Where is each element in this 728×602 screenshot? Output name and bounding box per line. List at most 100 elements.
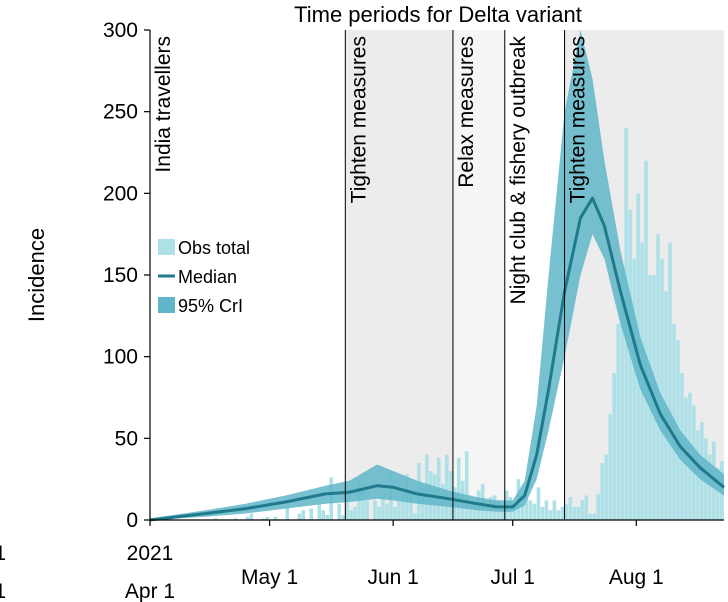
obs-bar <box>536 487 541 520</box>
period-label-0: India travellers <box>152 36 175 173</box>
obs-bar <box>532 503 537 520</box>
obs-bar <box>245 516 250 520</box>
obs-bar <box>588 513 593 520</box>
legend-label: 95% CrI <box>178 296 243 316</box>
obs-bar <box>548 510 553 520</box>
period-label-4: Tighten measures <box>567 36 590 203</box>
obs-bar <box>524 497 529 520</box>
credible-interval-band <box>150 30 724 520</box>
x-tick-label: Jul 1 <box>491 566 535 589</box>
obs-bar <box>468 500 473 520</box>
y-tick-label: 150 <box>103 264 138 287</box>
obs-bar <box>544 500 549 520</box>
obs-bar <box>540 506 545 520</box>
x-tick-label: Apr 1 <box>125 580 175 602</box>
axes-layer: 0 50 100 150 200 250 300 2021 Apr 1 May 1 Jun 1 Jul… <box>0 19 724 602</box>
median-line <box>149 196 725 522</box>
x-tick-label: May 1 <box>241 566 298 589</box>
obs-bar <box>345 497 349 520</box>
obs-bar <box>409 490 413 520</box>
obs-bar <box>668 242 672 521</box>
obs-bar <box>285 506 290 520</box>
y-tick-label: 200 <box>103 182 138 205</box>
obs-bar <box>365 500 369 520</box>
obs-bar <box>325 515 329 520</box>
obs-bar <box>444 454 449 520</box>
period-labels-layer: India travellers Tighten measures Relax me… <box>152 36 590 305</box>
credible-interval-layer <box>150 30 724 520</box>
obs-bar <box>265 516 270 520</box>
cutoff-tick-label: 1 <box>0 542 6 565</box>
obs-bar <box>580 500 585 520</box>
obs-bar <box>628 209 632 520</box>
obs-bar <box>560 506 565 520</box>
y-tick-label: 100 <box>103 346 138 369</box>
obs-bar <box>273 516 278 520</box>
obs-bar <box>632 258 636 520</box>
obs-bar <box>213 518 218 520</box>
median-line-layer <box>149 196 725 522</box>
obs-bar <box>353 506 357 520</box>
obs-bar <box>564 503 569 520</box>
obs-bar <box>341 515 345 520</box>
obs-bar <box>528 500 533 520</box>
legend-label: Obs total <box>178 238 250 258</box>
obs-bar <box>592 513 597 520</box>
legend-swatch-obs <box>158 239 175 255</box>
obs-bar <box>716 467 720 520</box>
obs-bar <box>233 518 238 520</box>
y-tick-label: 0 <box>126 509 138 532</box>
y-tick-label: 50 <box>115 427 138 450</box>
obs-bar <box>568 497 573 520</box>
obs-bar <box>604 454 609 520</box>
period-label-3: Night club & fishery outbreak <box>507 36 530 305</box>
obs-bar <box>321 510 325 520</box>
obs-bar <box>401 487 405 520</box>
chart-title: Time periods for Delta variant <box>294 2 582 27</box>
obs-bar <box>512 503 517 520</box>
obs-bar <box>584 495 589 520</box>
period-label-1: Tighten measures <box>347 36 370 203</box>
obs-bar <box>500 506 505 520</box>
y-tick-label: 250 <box>103 101 138 124</box>
obs-bar <box>484 506 489 520</box>
obs-bar <box>456 457 461 520</box>
obs-bar <box>552 500 557 520</box>
obs-bar <box>520 503 525 520</box>
obs-bar <box>660 258 664 520</box>
obs-bar <box>464 451 469 520</box>
period-shade-0 <box>150 30 346 520</box>
obs-bar <box>377 506 381 520</box>
obs-bar <box>373 500 377 520</box>
obs-bar <box>472 503 477 520</box>
y-tick-label: 300 <box>103 19 138 42</box>
legend: Obs total Median 95% CrI <box>158 238 250 316</box>
y-axis-label: Incidence <box>24 228 49 322</box>
obs-bar <box>656 234 660 520</box>
obs-bar <box>381 493 385 520</box>
obs-bar <box>620 266 624 520</box>
obs-bar <box>309 508 314 520</box>
obs-bar <box>249 513 254 520</box>
period-shade-2 <box>452 30 505 520</box>
obs-bar <box>616 324 620 520</box>
x-tick-label: Jun 1 <box>367 566 418 589</box>
obs-bar <box>572 506 577 520</box>
obs-bar <box>337 503 341 520</box>
x-tick-label: Aug 1 <box>609 566 664 589</box>
obs-bar <box>361 490 365 520</box>
obs-bar <box>349 510 353 520</box>
cutoff-tick-label: 1 <box>0 580 6 602</box>
obs-bar <box>608 413 612 520</box>
obs-bar <box>708 454 712 520</box>
obs-bar <box>612 373 616 520</box>
obs-bar <box>600 462 605 520</box>
obs-bar <box>596 493 601 520</box>
legend-label: Median <box>178 267 237 287</box>
obs-bar <box>397 500 401 520</box>
obs-bar <box>317 503 322 520</box>
obs-bar <box>644 160 648 520</box>
obs-bar <box>393 506 397 520</box>
x-tick-label: 2021 <box>127 542 174 565</box>
